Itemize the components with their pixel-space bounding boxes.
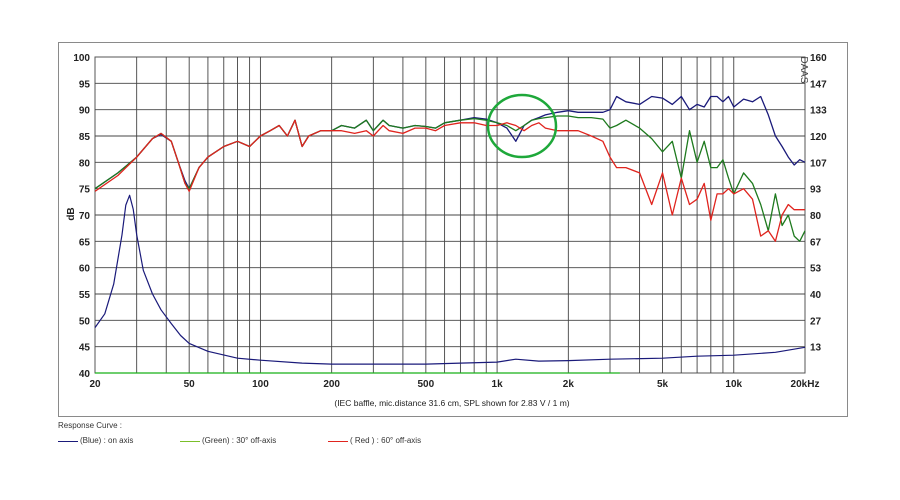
x-tick-label: 1k <box>492 379 504 390</box>
x-tick-label: 50 <box>184 379 196 390</box>
legend-swatch-red <box>328 441 348 442</box>
side-label: DAAS <box>798 56 809 84</box>
y-right-tick-label: 67 <box>810 237 822 248</box>
y-tick-label: 70 <box>79 211 91 222</box>
y-right-tick-label: 147 <box>810 79 827 90</box>
y-right-tick-label: 120 <box>810 132 827 143</box>
y-right-tick-label: 53 <box>810 264 822 275</box>
y-axis-label: dB <box>66 207 77 220</box>
x-tick-label: 100 <box>252 379 269 390</box>
legend-item-red: ( Red ) : 60° off-axis <box>350 436 422 445</box>
y-axis-right: 13 27 40 53 67 80 93 107 120 133 147 160 <box>810 53 827 354</box>
y-tick-label: 50 <box>79 316 91 327</box>
y-tick-label: 95 <box>79 79 91 90</box>
y-right-tick-label: 160 <box>810 53 827 64</box>
y-tick-label: 40 <box>79 369 91 380</box>
y-right-tick-label: 93 <box>810 185 822 196</box>
series-line-2 <box>94 119 805 242</box>
x-tick-label: 10k <box>725 379 742 390</box>
y-tick-label: 75 <box>79 185 91 196</box>
y-right-tick-label: 107 <box>810 158 827 169</box>
y-right-tick-label: 40 <box>810 290 822 301</box>
y-right-tick-label: 27 <box>810 316 822 327</box>
y-tick-label: 100 <box>73 53 90 64</box>
y-tick-label: 60 <box>79 264 91 275</box>
legend-swatch-green <box>180 441 200 442</box>
y-tick-label: 45 <box>79 343 91 354</box>
x-axis: 20 50 100 200 500 1k 2k 5k 10k 20kHz <box>89 379 819 390</box>
x-tick-label: 200 <box>323 379 340 390</box>
legend-swatch-blue <box>58 441 78 442</box>
legend-item-green: (Green) : 30° off-axis <box>202 436 277 445</box>
y-tick-label: 65 <box>79 237 91 248</box>
x-tick-label: 2k <box>563 379 575 390</box>
y-right-tick-label: 13 <box>810 343 822 354</box>
x-tick-label: 5k <box>657 379 669 390</box>
y-tick-label: 85 <box>79 132 91 143</box>
series-layer <box>94 95 806 374</box>
legend-title: Response Curve : <box>58 421 123 430</box>
y-right-tick-label: 133 <box>810 106 827 117</box>
y-tick-label: 55 <box>79 290 91 301</box>
x-tick-label: 20kHz <box>791 379 820 390</box>
y-tick-label: 80 <box>79 158 91 169</box>
x-tick-label: 20 <box>89 379 101 390</box>
chart-footnote: (IEC baffle, mic.distance 31.6 cm, SPL s… <box>334 398 569 408</box>
y-axis-left: 40 45 50 55 60 65 70 75 80 85 90 95 100 <box>73 53 90 380</box>
highlight-circle <box>486 93 558 159</box>
grid <box>94 56 806 374</box>
y-tick-label: 90 <box>79 106 91 117</box>
series-line-3 <box>94 194 806 365</box>
x-tick-label: 500 <box>418 379 435 390</box>
legend-item-blue: (Blue) : on axis <box>80 436 134 445</box>
y-right-tick-label: 80 <box>810 211 822 222</box>
